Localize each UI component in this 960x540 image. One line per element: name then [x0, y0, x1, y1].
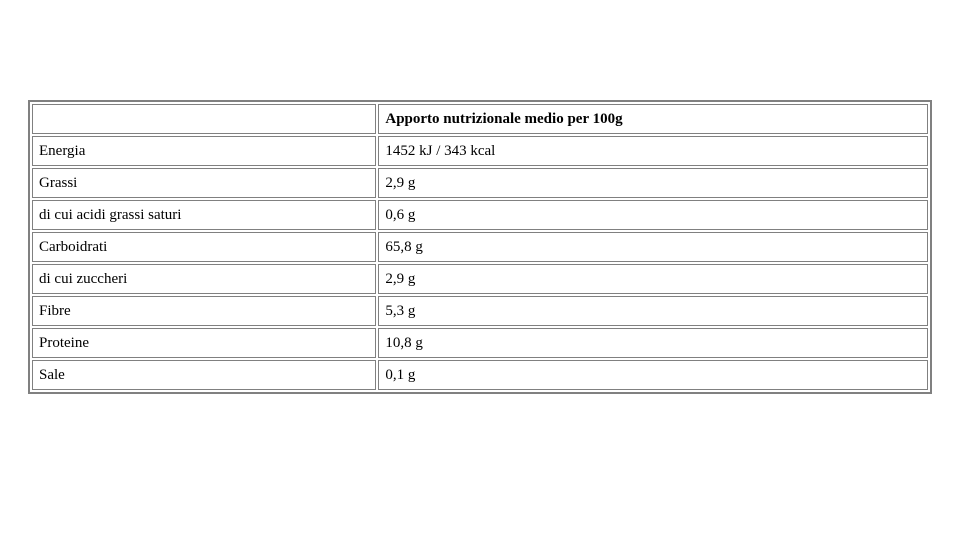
row-label-cell: Sale [32, 360, 376, 390]
row-value-cell: 10,8 g [378, 328, 928, 358]
row-value-cell: 0,6 g [378, 200, 928, 230]
table-row: Carboidrati65,8 g [32, 232, 928, 262]
row-label-cell: Energia [32, 136, 376, 166]
header-label-cell [32, 104, 376, 134]
row-label-cell: Grassi [32, 168, 376, 198]
page: Apporto nutrizionale medio per 100g Ener… [0, 0, 960, 394]
table-body: Energia1452 kJ / 343 kcalGrassi2,9 gdi c… [32, 136, 928, 390]
table-row: di cui zuccheri2,9 g [32, 264, 928, 294]
header-value-cell: Apporto nutrizionale medio per 100g [378, 104, 928, 134]
row-label-cell: Fibre [32, 296, 376, 326]
table-row: di cui acidi grassi saturi0,6 g [32, 200, 928, 230]
table-row: Grassi2,9 g [32, 168, 928, 198]
row-value-cell: 5,3 g [378, 296, 928, 326]
table-row: Fibre5,3 g [32, 296, 928, 326]
row-value-cell: 2,9 g [378, 264, 928, 294]
row-label-cell: di cui zuccheri [32, 264, 376, 294]
row-label-cell: di cui acidi grassi saturi [32, 200, 376, 230]
row-value-cell: 0,1 g [378, 360, 928, 390]
row-label-cell: Carboidrati [32, 232, 376, 262]
table-header-row: Apporto nutrizionale medio per 100g [32, 104, 928, 134]
row-label-cell: Proteine [32, 328, 376, 358]
nutrition-table: Apporto nutrizionale medio per 100g Ener… [28, 100, 932, 394]
table-row: Energia1452 kJ / 343 kcal [32, 136, 928, 166]
row-value-cell: 1452 kJ / 343 kcal [378, 136, 928, 166]
table-row: Proteine10,8 g [32, 328, 928, 358]
table-row: Sale0,1 g [32, 360, 928, 390]
row-value-cell: 2,9 g [378, 168, 928, 198]
row-value-cell: 65,8 g [378, 232, 928, 262]
